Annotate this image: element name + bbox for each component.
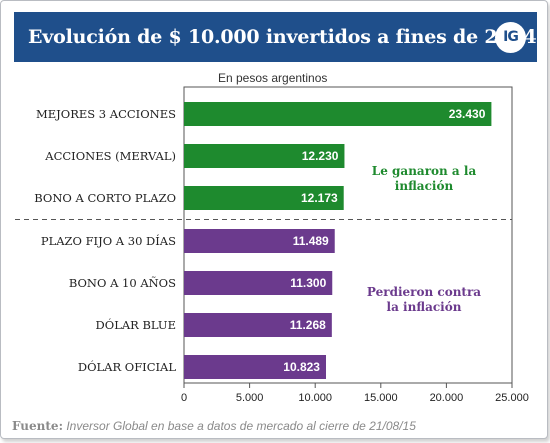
annotation-text: Le ganaron a la [372,164,477,178]
value-label: 12.230 [302,149,339,163]
x-tick-label: 10.000 [298,392,332,404]
category-label: ACCIONES (MERVAL) [44,149,176,163]
annotation-text: la inflación [387,300,462,314]
value-label: 11.268 [290,318,326,332]
bar [184,186,344,210]
category-label: BONO A 10 AÑOS [69,276,176,290]
value-label: 23.430 [449,107,486,121]
ig-logo: IG [495,22,526,53]
chart-subtitle: En pesos argentinos [218,71,328,85]
category-label: DÓLAR BLUE [96,318,176,332]
bar [184,313,332,337]
x-tick-label: 5.000 [236,392,264,404]
bar [184,229,335,253]
bar [184,144,345,168]
category-label: BONO A CORTO PLAZO [34,191,176,205]
annotation-text: Perdieron contra [367,285,481,299]
category-label: DÓLAR OFICIAL [78,360,177,374]
source-note: Fuente: Inversor Global en base a datos … [12,419,416,433]
value-label: 11.489 [293,234,329,248]
source-text: Inversor Global en base a datos de merca… [66,419,416,433]
x-tick-label: 15.000 [364,392,398,404]
bar [184,102,492,126]
category-label: MEJORES 3 ACCIONES [36,107,176,121]
x-tick-label: 0 [181,392,187,404]
category-label: PLAZO FIJO A 30 DÍAS [41,234,176,248]
bar [184,271,333,295]
source-label: Fuente: [12,419,63,433]
value-label: 10.823 [283,360,320,374]
annotation-text: inflación [395,179,454,193]
value-label: 12.173 [301,191,338,205]
x-tick-label: 25.000 [495,392,529,404]
x-tick-label: 20.000 [430,392,464,404]
chart-title: Evolución de $ 10.000 invertidos a fines… [28,26,537,48]
value-label: 11.300 [290,276,326,290]
header-bar: Evolución de $ 10.000 invertidos a fines… [14,12,537,62]
bar [184,355,326,379]
